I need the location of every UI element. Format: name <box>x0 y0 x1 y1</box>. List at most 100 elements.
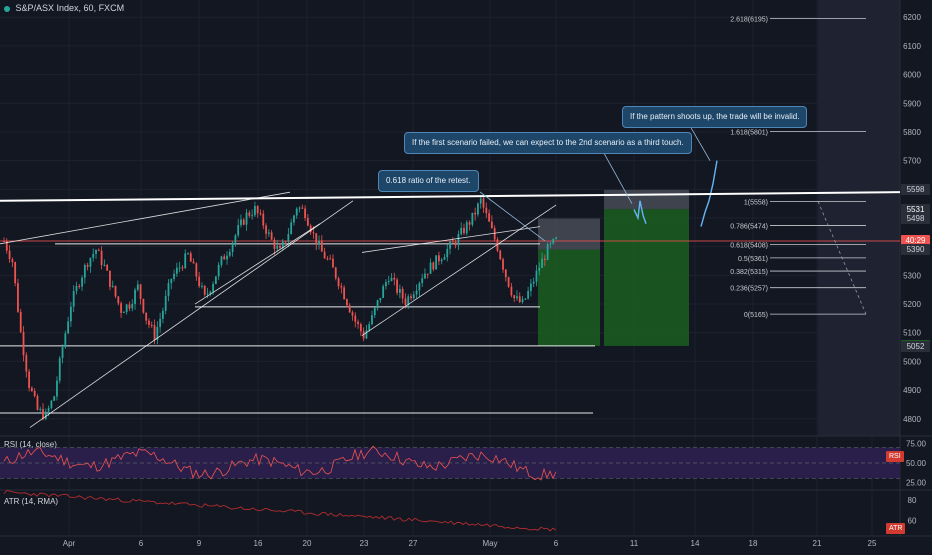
price-tag: 5052 <box>901 341 930 352</box>
candle-body <box>535 270 538 282</box>
candle-body <box>128 304 131 309</box>
candle-body <box>17 283 19 312</box>
candle-body <box>145 312 148 321</box>
candle-body <box>312 232 315 234</box>
candle-body <box>530 283 532 292</box>
price-axis-label: 4800 <box>903 415 921 424</box>
time-axis-label: 25 <box>868 539 877 548</box>
candle-body <box>301 207 304 209</box>
callout-pointer <box>689 125 711 161</box>
candle-body <box>14 262 17 284</box>
candle-body <box>97 249 100 251</box>
callout-pointer <box>479 191 546 242</box>
candle-body <box>485 207 488 214</box>
candle-body <box>70 306 72 322</box>
price-tag: 40:29 <box>901 235 930 247</box>
time-axis-label: 14 <box>691 539 700 548</box>
candle-body <box>28 371 30 388</box>
fib-level-label: 1(5558) <box>744 199 768 206</box>
price-axis-label: 6100 <box>903 42 921 51</box>
price-axis-label: 5900 <box>903 99 921 108</box>
candle-body <box>368 324 371 331</box>
callout-invalid[interactable]: If the pattern shoots up, the trade will… <box>622 106 808 128</box>
candle-body <box>167 283 170 296</box>
candle-body <box>150 324 153 326</box>
time-axis-label: 11 <box>630 539 639 548</box>
candle-body <box>72 291 75 307</box>
candle-body <box>527 291 530 299</box>
candle-body <box>47 408 50 412</box>
time-axis-label: 16 <box>254 539 263 548</box>
candle-body <box>184 253 187 269</box>
candle-body <box>426 273 429 275</box>
candle-body <box>231 242 234 253</box>
candle-body <box>329 258 332 260</box>
candle-body <box>192 261 195 264</box>
candle-body <box>189 253 192 262</box>
candle-body <box>337 278 340 287</box>
candle-body <box>89 257 92 267</box>
candle-body <box>237 225 240 236</box>
candle-body <box>479 198 482 204</box>
candle-body <box>552 239 555 244</box>
candle-body <box>546 244 549 260</box>
candle-body <box>114 285 117 297</box>
chart-header: S&P/ASX Index, 60, FXCM <box>4 3 124 13</box>
fib-level-label: 1.618(5801) <box>730 130 768 137</box>
candle-body <box>209 291 212 294</box>
time-axis-label: 27 <box>409 539 418 548</box>
price-axis-label: 5300 <box>903 271 921 280</box>
candle-body <box>53 396 56 401</box>
candle-body <box>440 259 443 262</box>
price-tag: 5498 <box>901 213 930 225</box>
candle-body <box>36 396 39 410</box>
candle-body <box>454 241 457 246</box>
atr-label[interactable]: ATR (14, RMA) <box>4 497 59 506</box>
candle-body <box>334 267 337 279</box>
candle-body <box>507 277 510 287</box>
stop-zone-2 <box>604 189 689 210</box>
candle-body <box>468 222 471 225</box>
price-axis-label: 6000 <box>903 71 921 80</box>
candle-body <box>348 305 351 313</box>
candle-body <box>446 248 449 258</box>
candle-body <box>134 289 136 304</box>
candle-body <box>304 208 306 218</box>
candle-body <box>67 321 70 334</box>
candle-body <box>493 228 496 240</box>
candle-body <box>332 258 334 268</box>
callout-second-scenario[interactable]: If the first scenario failed, we can exp… <box>404 132 692 154</box>
candle-body <box>234 235 237 243</box>
candle-body <box>438 255 440 262</box>
candle-body <box>242 219 245 225</box>
price-axis-label: 5200 <box>903 300 921 309</box>
candle-body <box>92 253 95 258</box>
candle-body <box>187 253 189 255</box>
candle-body <box>371 315 373 325</box>
candle-body <box>524 298 527 300</box>
atr-axis-label: 60 <box>908 517 917 526</box>
candle-body <box>44 411 47 419</box>
candle-body <box>309 225 312 233</box>
atr-line <box>3 489 557 532</box>
candle-body <box>262 213 265 226</box>
candle-body <box>541 258 543 268</box>
candle-body <box>56 380 58 397</box>
fib-diagonal <box>817 201 867 315</box>
callout-invalid-text: If the pattern shoots up, the trade will… <box>630 112 800 121</box>
candle-body <box>432 262 435 270</box>
candle-body <box>354 315 357 322</box>
callout-retest[interactable]: 0.618 ratio of the retest. <box>378 170 479 192</box>
price-axis-label: 4900 <box>903 386 921 395</box>
time-axis-label: 9 <box>197 539 202 548</box>
candle-body <box>340 286 343 288</box>
candle-body <box>142 298 145 313</box>
projection-shade <box>818 0 900 436</box>
rsi-label[interactable]: RSI (14, close) <box>4 440 57 449</box>
time-axis-label: May <box>482 539 497 548</box>
candle-body <box>273 239 276 249</box>
candle-body <box>359 324 362 332</box>
candle-body <box>245 212 248 225</box>
